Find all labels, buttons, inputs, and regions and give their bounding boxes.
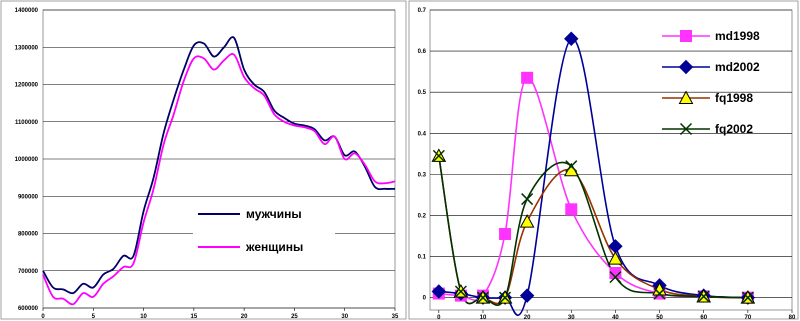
legend-label: md1998 [715,29,760,43]
x-tick-label: 40 [612,315,619,321]
x-tick-label: 10 [140,314,147,320]
data-point [681,31,692,42]
rate-line-chart: 00.10.20.30.40.50.60.70 10 20 30 40 50 60 70 80m… [408,0,800,321]
data-point [566,204,577,215]
legend-label: мужчины [246,207,302,221]
y-tick-label: 1100000 [15,120,39,126]
y-tick-label: 0.7 [418,8,427,14]
x-tick-label: 30 [568,315,575,321]
y-tick-label: 0.2 [418,213,427,219]
plot-area [430,10,792,310]
y-tick-label: 0.3 [418,172,427,178]
data-point [500,228,511,239]
legend-label: fq2002 [715,122,753,136]
y-tick-label: 0.1 [418,255,427,261]
data-point [522,72,533,83]
legend-label: женщины [245,240,303,254]
legend: мужчины женщины [193,200,335,262]
x-tick-label: 20 [241,314,248,320]
legend-label: fq1998 [715,91,753,105]
x-tick-label: 15 [191,314,198,320]
y-tick-label: 1400000 [15,8,39,14]
y-tick-label: 1200000 [15,83,39,89]
x-tick-label: 25 [291,314,298,320]
y-tick-label: 700000 [18,269,39,275]
x-tick-label: 30 [341,314,348,320]
x-tick-label: 80 [789,315,796,321]
y-tick-label: 800000 [18,232,39,238]
x-tick-label: 60 [700,315,707,321]
y-tick-label: 1300000 [15,45,39,51]
population-line-chart: 600000 700000 800000 900000 1000000 1100000 12… [0,0,408,321]
x-tick-label: 70 [745,315,752,321]
y-tick-label: 0.4 [418,131,427,137]
y-tick-label: 1000000 [15,157,39,163]
y-tick-label: 0.5 [418,90,427,96]
y-tick-label: 900000 [18,194,39,200]
x-tick-label: 35 [392,314,399,320]
x-tick-label: 20 [524,315,531,321]
x-tick-label: 10 [480,315,487,321]
y-tick-label: 600000 [18,306,39,312]
legend-label: md2002 [715,60,760,74]
y-tick-label: 0.6 [418,49,427,55]
x-tick-label: 50 [656,315,663,321]
